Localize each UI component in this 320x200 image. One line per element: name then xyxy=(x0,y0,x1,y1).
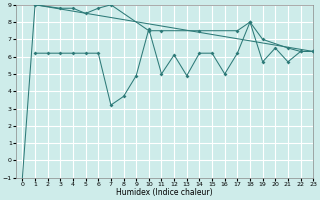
X-axis label: Humidex (Indice chaleur): Humidex (Indice chaleur) xyxy=(116,188,213,197)
